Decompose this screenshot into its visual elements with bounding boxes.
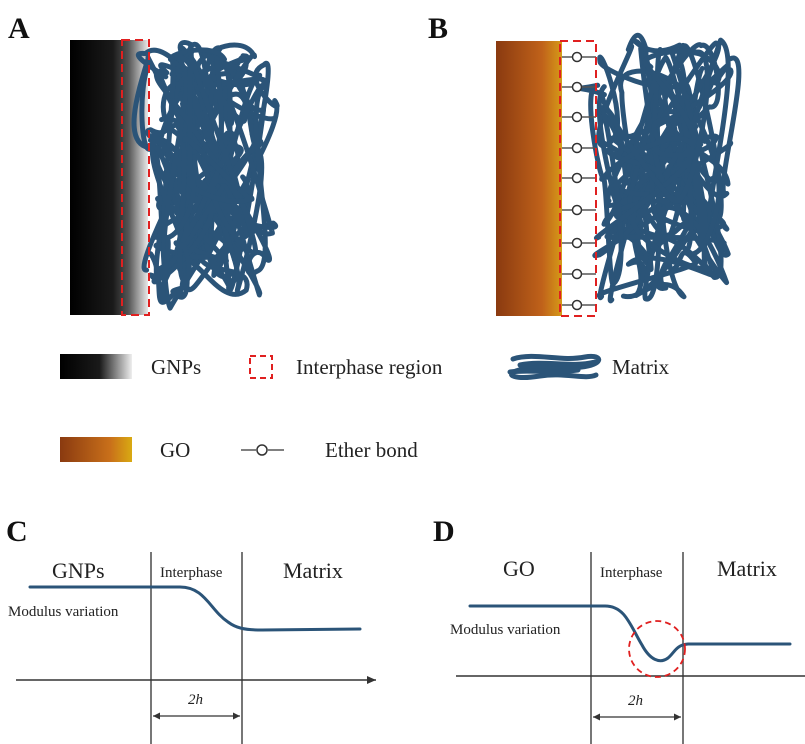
panel-d-middle-label: Interphase <box>600 565 663 581</box>
matrix-b-strand <box>592 40 722 259</box>
ether-bond-oxygen <box>571 111 583 123</box>
panel-a-letter: A <box>8 12 30 45</box>
panel-c-curve-label: Modulus variation <box>8 604 119 620</box>
legend-interphase-label: Interphase region <box>296 355 443 379</box>
panel-d-curve-label: Modulus variation <box>450 622 561 638</box>
go-sheet <box>496 41 562 316</box>
ether-bond-oxygen <box>571 81 583 93</box>
legend-go-swatch <box>60 437 132 462</box>
matrix-tangle-a <box>131 40 280 311</box>
legend-matrix-swatch <box>507 353 601 380</box>
panel-d-letter: D <box>433 515 455 548</box>
legend-ether-swatch <box>241 444 284 456</box>
panel-d: D GO Interphase Matrix Modulus variation… <box>433 515 805 744</box>
interphase-box-a <box>121 39 150 316</box>
matrix-a-strand <box>135 47 268 89</box>
panel-d-left-label: GO <box>503 556 535 581</box>
panel-d-dip-circle <box>628 620 686 678</box>
panel-c-right-label: Matrix <box>283 558 343 583</box>
panel-c-left-label: GNPs <box>52 558 105 583</box>
matrix-a-strand <box>148 135 255 305</box>
panel-c-modulus-curve <box>28 585 362 632</box>
ether-bond-oxygen <box>571 204 583 216</box>
ether-bond-oxygen <box>571 237 583 249</box>
matrix-a-strand <box>169 46 272 276</box>
ether-bonds <box>562 51 596 311</box>
panel-c: C GNPs Interphase Matrix Modulus variati… <box>6 515 376 744</box>
legend-gnps-label: GNPs <box>151 355 201 379</box>
panel-d-width-label: 2h <box>628 693 643 709</box>
legend-go-label: GO <box>160 438 190 462</box>
panel-b-letter: B <box>428 12 448 45</box>
interphase-box-b <box>559 40 597 317</box>
matrix-a-strand <box>153 47 248 260</box>
matrix-a-strand <box>149 68 253 285</box>
legend-gnp-swatch <box>60 354 132 379</box>
gnp-sheet <box>70 40 148 315</box>
legend: GNPs Interphase region Matrix GO Ether b… <box>60 353 670 462</box>
panel-c-width-label: 2h <box>188 692 203 708</box>
legend-ether-label: Ether bond <box>325 438 418 462</box>
matrix-b-strand <box>608 38 727 302</box>
legend-interphase-swatch <box>249 355 273 379</box>
ether-bond-oxygen <box>571 142 583 154</box>
panel-a: A <box>8 12 280 316</box>
ether-bond-oxygen <box>571 299 583 311</box>
legend-matrix-label: Matrix <box>612 355 670 379</box>
panel-c-letter: C <box>6 515 28 548</box>
panel-d-modulus-curve <box>468 604 792 663</box>
ether-bond-oxygen <box>571 268 583 280</box>
ether-bond-oxygen <box>571 172 583 184</box>
matrix-b-strand <box>593 92 722 257</box>
ether-bond-oxygen <box>571 51 583 63</box>
panel-b: B <box>428 12 742 317</box>
panel-d-right-label: Matrix <box>717 556 777 581</box>
matrix-tangle-b <box>577 32 742 304</box>
panel-c-middle-label: Interphase <box>160 565 223 581</box>
